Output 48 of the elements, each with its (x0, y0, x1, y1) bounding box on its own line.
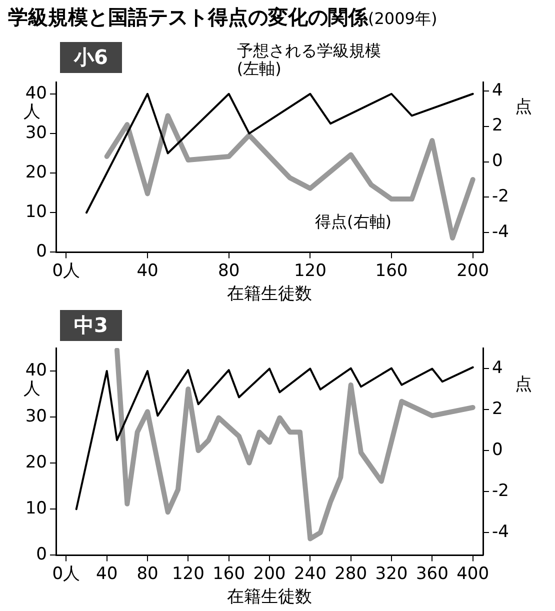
x-tick-label: 320 (375, 564, 408, 584)
x-tick-label: 160 (212, 564, 246, 584)
y2-tick-label: 4 (492, 358, 503, 378)
y2-tick-label: 4 (492, 80, 503, 100)
x-tick-label: 120 (172, 564, 204, 584)
x-tick-label: 280 (334, 564, 368, 584)
x-tick-label: 80 (218, 260, 240, 281)
y-tick-label: 20 (25, 452, 47, 473)
y2-tick-label: -2 (492, 186, 509, 207)
x-tick-label: 40 (136, 260, 158, 281)
x-tick-label: 120 (294, 260, 326, 281)
y2-tick-label: -4 (492, 222, 509, 242)
y-tick-label: 40 (25, 83, 47, 104)
text: 小6 (60, 42, 122, 73)
y2-tick-label: 2 (492, 116, 503, 136)
chart-title: 中3 (60, 310, 122, 341)
y-tick-label: 40 (25, 360, 47, 380)
chart-subtitle: (2009年) (368, 9, 438, 28)
x-tick-label: 200 (253, 564, 286, 584)
x-tick-label: 0人 (52, 564, 80, 584)
y2-tick-label: -2 (492, 481, 509, 502)
y-tick-label: 0 (36, 242, 47, 262)
y-tick-label: 30 (25, 406, 47, 426)
x-axis-title: 在籍生徒数 (227, 587, 312, 608)
series-label: 予想される学級規模(左軸) (236, 41, 381, 78)
x-tick-label: 160 (375, 260, 408, 281)
y2-tick-label: 0 (492, 151, 503, 172)
y-tick-label: 10 (25, 498, 47, 519)
y-tick-label: 0 (36, 544, 47, 565)
y-axis-title: 人 (24, 102, 40, 122)
series-label: 得点(右軸) (315, 212, 392, 232)
x-axis-title: 在籍生徒数 (227, 284, 312, 304)
x-tick-label: 200 (456, 260, 490, 281)
y-axis-title: 人 (24, 378, 40, 399)
y2-axis-title: 点 (515, 96, 532, 117)
y2-axis-title: 点 (515, 374, 532, 394)
y2-tick-label: 2 (492, 398, 503, 419)
x-tick-label: 240 (294, 564, 326, 584)
y-tick-label: 30 (25, 122, 47, 143)
x-tick-label: 0人 (52, 260, 80, 281)
x-tick-label: 80 (136, 564, 158, 584)
x-tick-label: 40 (96, 564, 118, 584)
y2-tick-label: -4 (492, 522, 509, 542)
y-tick-label: 10 (25, 202, 47, 222)
x-tick-label: 400 (456, 564, 490, 584)
y-tick-label: 20 (25, 162, 47, 182)
x-tick-label: 360 (416, 564, 448, 584)
y2-tick-label: 0 (492, 440, 503, 460)
